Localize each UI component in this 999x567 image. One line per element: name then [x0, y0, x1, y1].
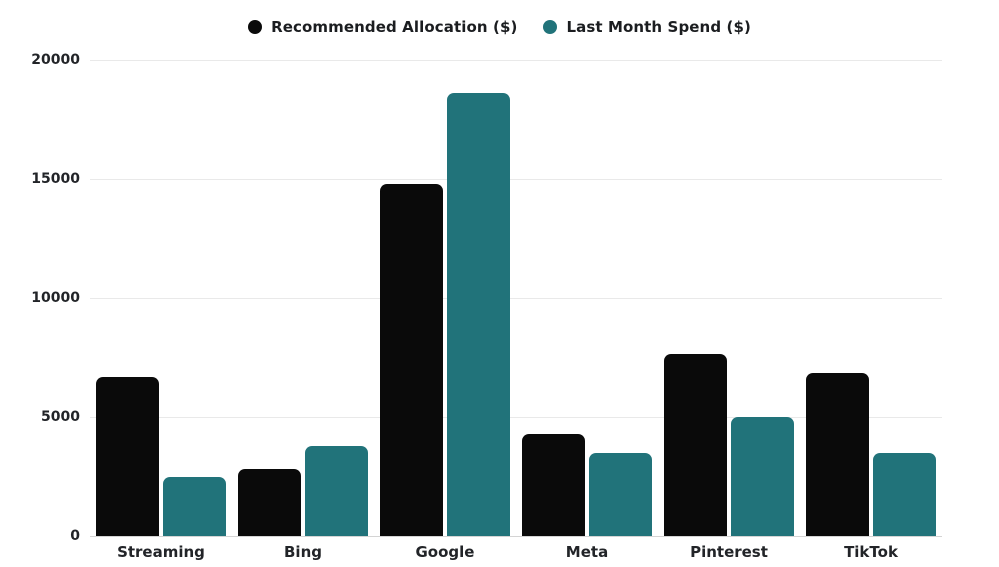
bar-tiktok-recommended	[806, 373, 869, 536]
gridline-5000	[90, 417, 942, 418]
x-axis-label-tiktok: TikTok	[844, 543, 898, 561]
y-axis-tick-label-20000: 20000	[31, 52, 80, 68]
legend-label-last-month-spend: Last Month Spend ($)	[566, 18, 751, 36]
gridline-20000	[90, 60, 942, 61]
x-axis-label-meta: Meta	[565, 543, 609, 561]
x-axis-label-bing: Bing	[284, 543, 322, 561]
y-axis-tick-label-15000: 15000	[31, 171, 80, 187]
bar-pinterest-recommended	[664, 353, 727, 536]
bar-streaming-recommended	[96, 376, 159, 536]
y-axis-tick-label-5000: 5000	[41, 409, 80, 425]
bar-meta-last-month	[589, 452, 652, 536]
chart-legend: Recommended Allocation ($) Last Month Sp…	[0, 18, 999, 36]
bar-google-last-month	[447, 93, 510, 536]
legend-label-recommended-allocation: Recommended Allocation ($)	[271, 18, 518, 36]
bar-bing-last-month	[305, 445, 368, 536]
x-axis-label-google: Google	[415, 543, 475, 561]
bar-meta-recommended	[522, 433, 585, 536]
legend-item-last-month-spend[interactable]: Last Month Spend ($)	[543, 18, 751, 36]
legend-item-recommended-allocation[interactable]: Recommended Allocation ($)	[248, 18, 517, 36]
bar-streaming-last-month	[163, 476, 226, 536]
y-axis-tick-label-0: 0	[70, 528, 80, 544]
bar-google-recommended	[380, 183, 443, 536]
legend-swatch-recommended-allocation-icon	[248, 20, 263, 34]
gridline-0	[90, 536, 942, 537]
plot-area	[90, 60, 942, 537]
x-axis-label-streaming: Streaming	[117, 543, 205, 561]
gridline-15000	[90, 179, 942, 180]
bar-bing-recommended	[238, 469, 301, 536]
x-axis-label-pinterest: Pinterest	[690, 543, 768, 561]
bar-tiktok-last-month	[873, 452, 936, 536]
gridline-10000	[90, 298, 942, 299]
bar-pinterest-last-month	[731, 417, 794, 536]
y-axis-tick-label-10000: 10000	[31, 290, 80, 306]
legend-swatch-last-month-spend-icon	[543, 20, 558, 34]
